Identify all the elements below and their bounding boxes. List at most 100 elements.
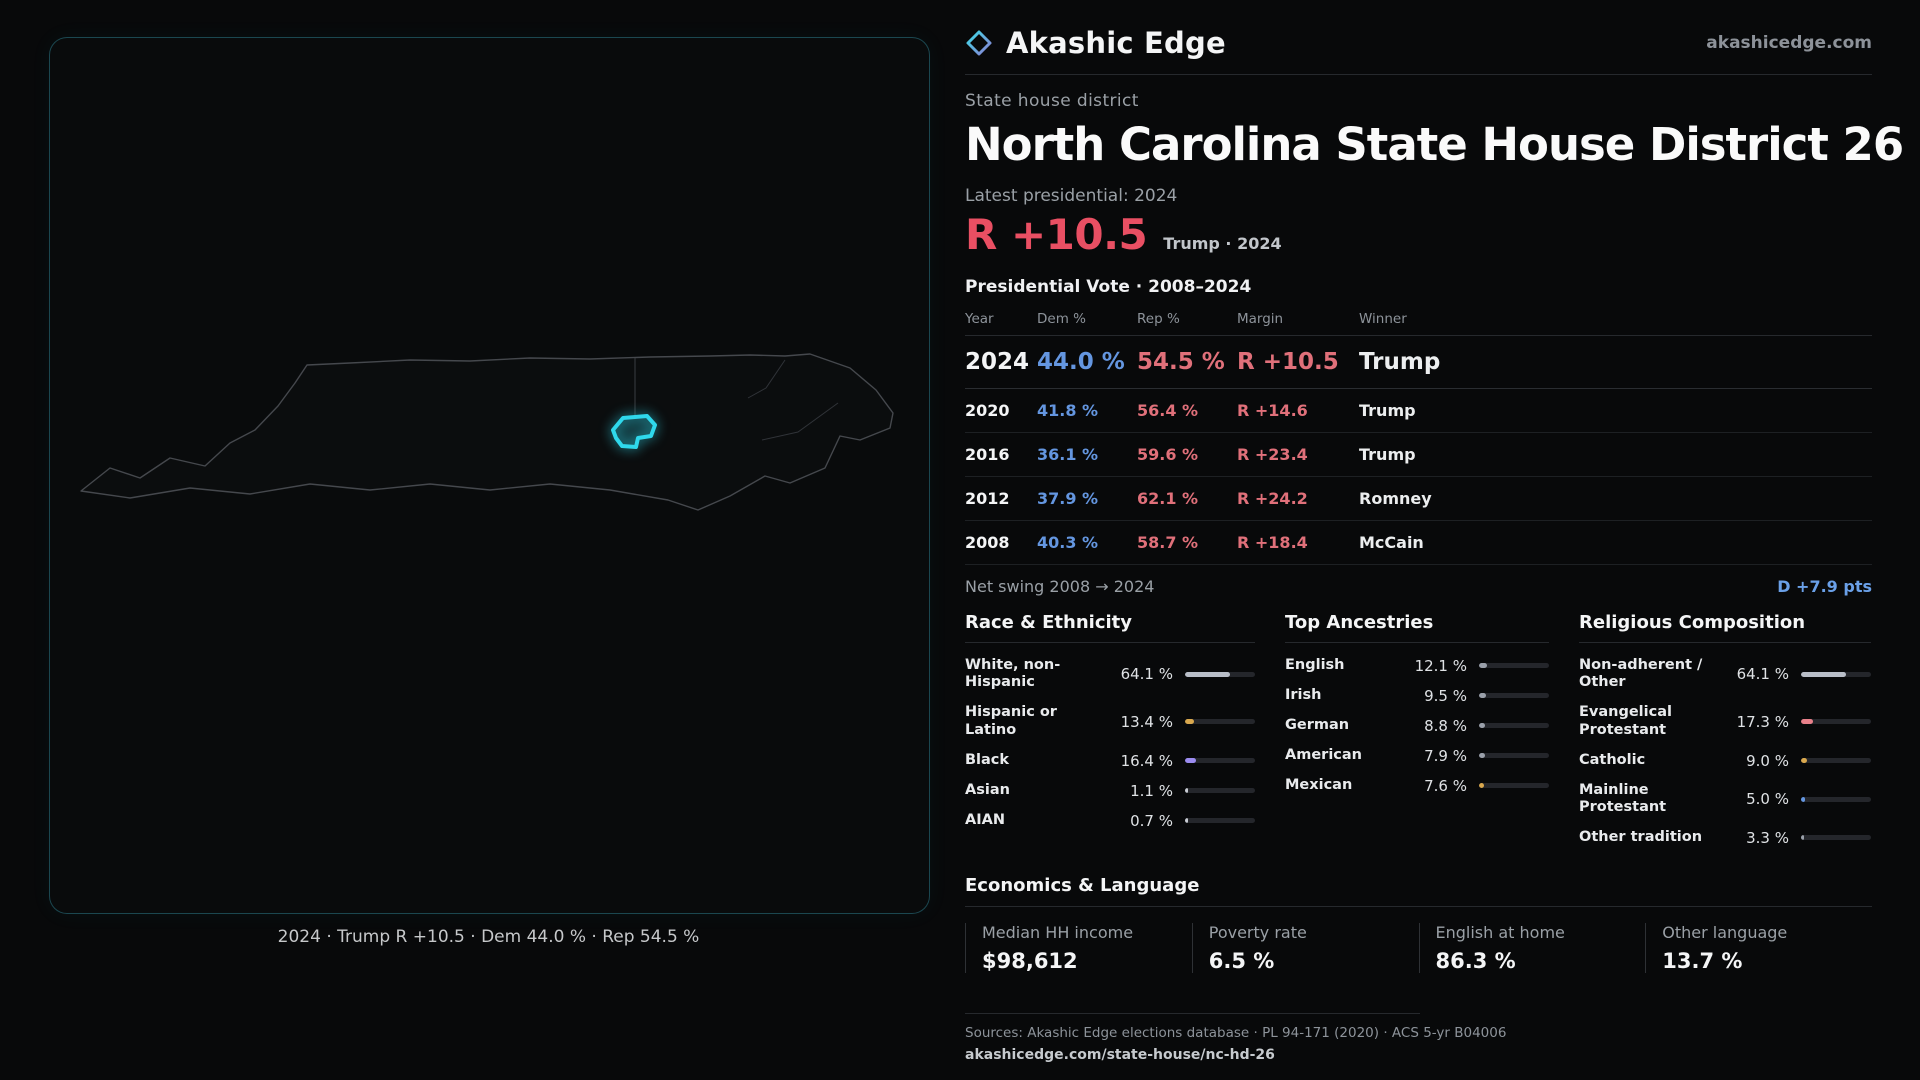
district-highlight: [611, 414, 657, 449]
map-caption: 2024 · Trump R +10.5 · Dem 44.0 % · Rep …: [277, 927, 700, 947]
stat-bar: [1185, 719, 1255, 725]
stat-bar: [1479, 753, 1549, 759]
cell-margin: R +10.5: [1237, 348, 1339, 375]
stat-bar-fill: [1185, 719, 1195, 725]
list-item: Black 16.4 %: [965, 746, 1255, 776]
stat-label: Non-adherent / Other: [1579, 656, 1703, 691]
net-swing-label: Net swing 2008 → 2024: [965, 576, 1155, 596]
cell-winner: Romney: [1359, 488, 1432, 508]
stat-label: Other tradition: [1579, 829, 1703, 846]
stat-value: 9.5 %: [1424, 686, 1467, 705]
col-rep: Rep %: [1137, 310, 1180, 327]
cell-dem: 37.9 %: [1037, 488, 1099, 508]
stat-label: English at home: [1435, 922, 1565, 942]
stat-bar-fill: [1479, 693, 1486, 699]
headline-sub: Trump · 2024: [1163, 233, 1282, 253]
stat-bar-fill: [1801, 796, 1805, 802]
stat-label: Mainline Protestant: [1579, 781, 1667, 816]
cell-rep: 56.4 %: [1137, 400, 1199, 420]
site-link[interactable]: akashicedge.com: [1706, 33, 1872, 53]
stat-value: 64.1 %: [1736, 665, 1789, 684]
headline-margin-row: R +10.5 Trump · 2024: [965, 210, 1872, 259]
cell-rep: 62.1 %: [1137, 488, 1199, 508]
cell-winner: Trump: [1359, 348, 1441, 375]
economics-stats: Median HH income $98,612 Poverty rate 6.…: [965, 922, 1872, 973]
stat-value: 17.3 %: [1736, 712, 1789, 731]
stat-label: Irish: [1285, 686, 1322, 703]
section-title: Top Ancestries: [1285, 612, 1549, 643]
cell-margin: R +18.4: [1237, 532, 1308, 552]
stat-block: Median HH income $98,612: [965, 922, 1192, 973]
stat-bar: [1479, 693, 1549, 699]
state-map: [80, 353, 894, 511]
stat-bar: [1479, 663, 1549, 669]
stat-bar-fill: [1479, 783, 1485, 789]
stat-label: Other language: [1662, 922, 1788, 942]
permalink[interactable]: akashicedge.com/state-house/nc-hd-26: [965, 1046, 1275, 1063]
list-item: Other tradition 3.3 %: [1579, 823, 1871, 853]
stat-block: Poverty rate 6.5 %: [1191, 922, 1419, 973]
stat-value: 86.3 %: [1435, 948, 1516, 973]
nc-state-outline: [80, 353, 894, 511]
stat-value: 9.0 %: [1746, 751, 1789, 770]
stat-bar: [1479, 723, 1549, 729]
stat-bar-fill: [1185, 818, 1188, 823]
stat-label: AIAN: [965, 811, 1005, 828]
stat-bar: [1479, 783, 1549, 789]
page-title: North Carolina State House District 26: [965, 118, 1904, 171]
stat-label: German: [1285, 716, 1350, 733]
header-divider: [965, 74, 1872, 75]
stat-label: English: [1285, 656, 1345, 673]
col-dem: Dem %: [1037, 310, 1086, 327]
stat-label: Asian: [965, 781, 1010, 798]
cell-margin: R +14.6: [1237, 400, 1308, 420]
table-row: 2016 36.1 % 59.6 % R +23.4 Trump: [965, 433, 1872, 477]
list-item: Irish 9.5 %: [1285, 681, 1549, 711]
ancestries-column: Top Ancestries English 12.1 % Irish 9.5 …: [1285, 612, 1549, 853]
stat-bar: [1185, 788, 1255, 793]
stat-label: Catholic: [1579, 751, 1646, 768]
stat-bar-fill: [1801, 758, 1808, 763]
list-item: English 12.1 %: [1285, 651, 1549, 681]
table-row: 2024 44.0 % 54.5 % R +10.5 Trump: [965, 336, 1872, 389]
table-row: 2020 41.8 % 56.4 % R +14.6 Trump: [965, 389, 1872, 433]
cell-year: 2008: [965, 532, 1010, 552]
stat-block: Other language 13.7 %: [1645, 922, 1872, 973]
list-item: AIAN 0.7 %: [965, 806, 1255, 836]
stat-bar: [1801, 719, 1871, 725]
list-item: Asian 1.1 %: [965, 776, 1255, 806]
table-row: 2008 40.3 % 58.7 % R +18.4 McCain: [965, 521, 1872, 565]
report-panel: Akashic Edge akashicedge.com State house…: [965, 0, 1904, 1063]
stat-label: Evangelical Protestant: [1579, 704, 1672, 738]
list-item: Mainline Protestant 5.0 %: [1579, 776, 1871, 823]
stat-value: 16.4 %: [1120, 751, 1173, 770]
stat-value: 7.9 %: [1424, 746, 1467, 765]
cell-rep: 58.7 %: [1137, 532, 1199, 552]
stat-block: English at home 86.3 %: [1418, 922, 1646, 973]
stat-value: 12.1 %: [1414, 656, 1467, 675]
stat-value: 5.0 %: [1746, 790, 1789, 809]
stat-value: 13.7 %: [1662, 948, 1743, 973]
stat-value: 1.1 %: [1130, 781, 1173, 800]
stat-value: 7.6 %: [1424, 776, 1467, 795]
table-row: 2012 37.9 % 62.1 % R +24.2 Romney: [965, 477, 1872, 521]
stat-bar: [1801, 835, 1871, 841]
economics-title: Economics & Language: [965, 875, 1872, 907]
stat-bar-fill: [1185, 671, 1230, 677]
vote-table-title: Presidential Vote · 2008–2024: [965, 276, 1252, 297]
stat-label: American: [1285, 746, 1362, 763]
stat-bar-fill: [1479, 753, 1485, 759]
stat-bar: [1185, 671, 1255, 677]
race-ethnicity-column: Race & Ethnicity White, non-Hispanic 64.…: [965, 612, 1255, 853]
stat-bar-fill: [1185, 788, 1188, 793]
stat-label: Poverty rate: [1208, 922, 1307, 942]
cell-winner: McCain: [1359, 532, 1424, 552]
list-item: German 8.8 %: [1285, 711, 1549, 741]
cell-rep: 54.5 %: [1137, 348, 1225, 375]
cell-winner: Trump: [1359, 444, 1416, 464]
stat-value: 3.3 %: [1746, 828, 1789, 847]
religion-column: Religious Composition Non-adherent / Oth…: [1579, 612, 1871, 853]
cell-dem: 40.3 %: [1037, 532, 1099, 552]
sound-line-albemarle: [747, 359, 786, 399]
list-item: Evangelical Protestant 17.3 %: [1579, 698, 1871, 745]
